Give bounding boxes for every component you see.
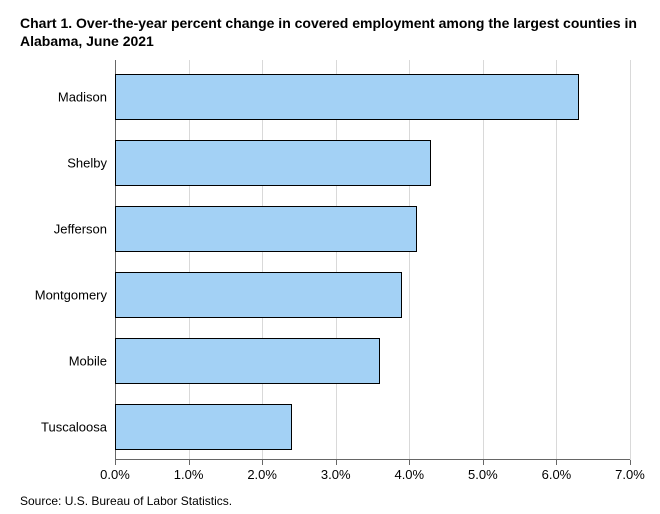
x-tick-label: 4.0%	[394, 467, 424, 482]
x-tick-mark	[409, 460, 410, 465]
bar	[115, 272, 402, 318]
x-tick-label: 0.0%	[100, 467, 130, 482]
plot-area: Madison Shelby Jefferson Montgomery Mobile Tu…	[115, 60, 630, 460]
y-axis-label: Tuscaloosa	[41, 420, 107, 435]
x-tick-mark	[556, 460, 557, 465]
bar	[115, 206, 417, 252]
bar-row: Madison	[115, 74, 630, 120]
x-tick-mark	[336, 460, 337, 465]
bar-row: Shelby	[115, 140, 630, 186]
x-tick-label: 5.0%	[468, 467, 498, 482]
x-tick-mark	[189, 460, 190, 465]
y-axis-label: Madison	[58, 90, 107, 105]
x-tick-label: 7.0%	[615, 467, 645, 482]
x-tick-label: 3.0%	[321, 467, 351, 482]
chart-title: Chart 1. Over-the-year percent change in…	[20, 14, 640, 50]
bar-row: Montgomery	[115, 272, 630, 318]
bar	[115, 338, 380, 384]
bar	[115, 140, 431, 186]
x-ticks: 0.0%1.0%2.0%3.0%4.0%5.0%6.0%7.0%	[115, 460, 630, 490]
bar-row: Tuscaloosa	[115, 404, 630, 450]
bar	[115, 404, 292, 450]
x-tick-label: 2.0%	[247, 467, 277, 482]
bar	[115, 74, 579, 120]
x-tick-label: 6.0%	[542, 467, 572, 482]
source-text: Source: U.S. Bureau of Labor Statistics.	[20, 494, 232, 508]
y-axis-label: Jefferson	[54, 222, 107, 237]
gridline	[630, 60, 631, 460]
bar-row: Jefferson	[115, 206, 630, 252]
chart-container: Chart 1. Over-the-year percent change in…	[0, 0, 660, 514]
bars-layer: Madison Shelby Jefferson Montgomery Mobile Tu…	[115, 60, 630, 460]
bar-row: Mobile	[115, 338, 630, 384]
y-axis-label: Mobile	[69, 354, 107, 369]
x-tick-mark	[262, 460, 263, 465]
y-axis-label: Montgomery	[35, 288, 107, 303]
x-tick-label: 1.0%	[174, 467, 204, 482]
x-tick-mark	[630, 460, 631, 465]
x-tick-mark	[115, 460, 116, 465]
x-tick-mark	[483, 460, 484, 465]
y-axis-label: Shelby	[67, 156, 107, 171]
